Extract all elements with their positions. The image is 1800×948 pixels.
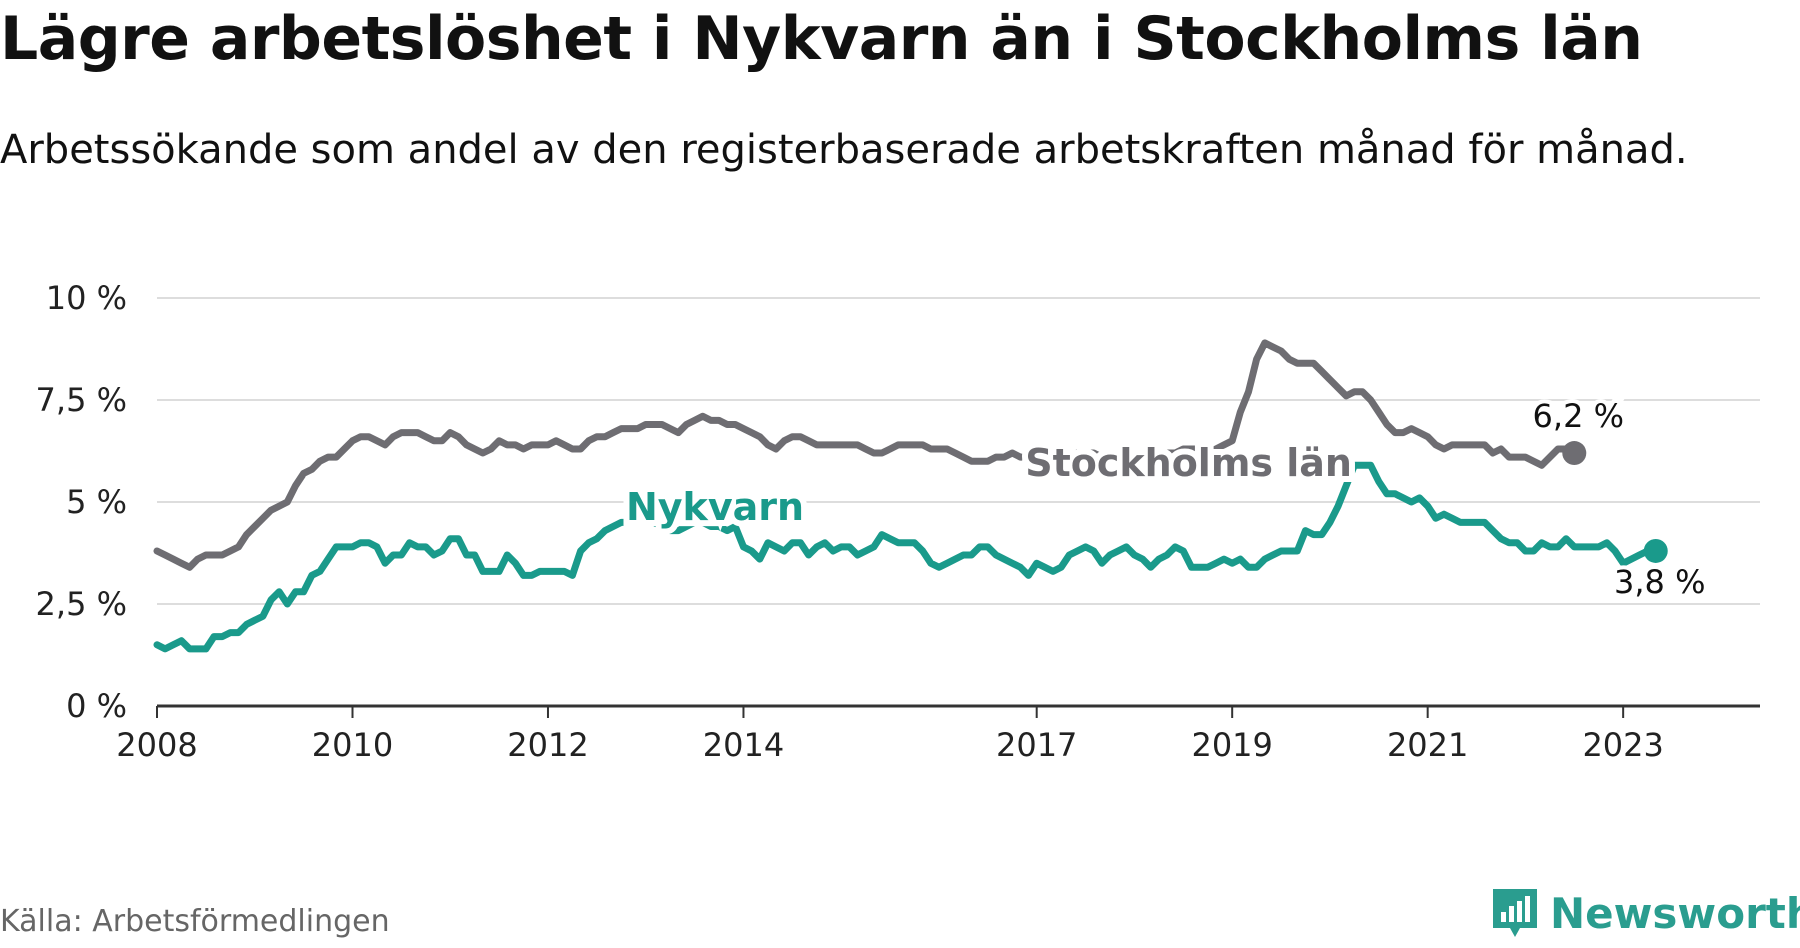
x-tick-label: 2010: [312, 726, 393, 764]
y-tick-label: 7,5 %: [36, 381, 127, 419]
source-note: Källa: Arbetsförmedlingen: [0, 904, 390, 939]
grid: [157, 297, 1760, 605]
x-tick-label: 2014: [703, 726, 784, 764]
series-annotation-stockholm: Stockholms län: [1025, 441, 1352, 485]
end-point-stockholm: [1562, 441, 1587, 466]
end-point-nykvarn: [1643, 538, 1668, 563]
x-tick-label: 2008: [116, 726, 197, 764]
end-value-label-stockholm: 6,2 %: [1533, 397, 1624, 435]
series-line-nykvarn: [153, 461, 1660, 653]
y-tick-label: 0 %: [66, 687, 127, 725]
series-line-stockholm: [153, 339, 1578, 571]
end-value-label-nykvarn: 3,8 %: [1614, 563, 1705, 601]
brand-logo: Newsworthy: [1490, 886, 1800, 940]
y-axis: 0 % 2,5 % 5 % 7,5 % 10 %: [36, 279, 127, 725]
x-tick-label: 2017: [996, 726, 1077, 764]
brand-name: Newsworthy: [1550, 888, 1800, 938]
x-axis: 2008 2010 2012 2014 2017 2019 2021 2023: [116, 704, 1760, 764]
series-labels: 6,2 % 3,8 % Stockholms län Nykvarn: [620, 393, 1710, 605]
y-tick-label: 10 %: [46, 279, 127, 317]
newsworthy-logo-icon: [1493, 889, 1537, 937]
x-tick-label: 2021: [1387, 726, 1468, 764]
y-tick-label: 5 %: [66, 483, 127, 521]
x-tick-label: 2012: [507, 726, 588, 764]
series: [153, 339, 1668, 653]
series-annotation-nykvarn: Nykvarn: [626, 485, 804, 529]
y-tick-label: 2,5 %: [36, 585, 127, 623]
x-tick-label: 2019: [1191, 726, 1272, 764]
chart-subtitle: Arbetssökande som andel av den registerb…: [0, 127, 1688, 173]
line-chart: 0 % 2,5 % 5 % 7,5 % 10 % 2008 2010 2012 2014 201…: [36, 279, 1760, 764]
x-tick-label: 2023: [1582, 726, 1663, 764]
chart-title: Lägre arbetslöshet i Nykvarn än i Stockh…: [0, 4, 1643, 74]
